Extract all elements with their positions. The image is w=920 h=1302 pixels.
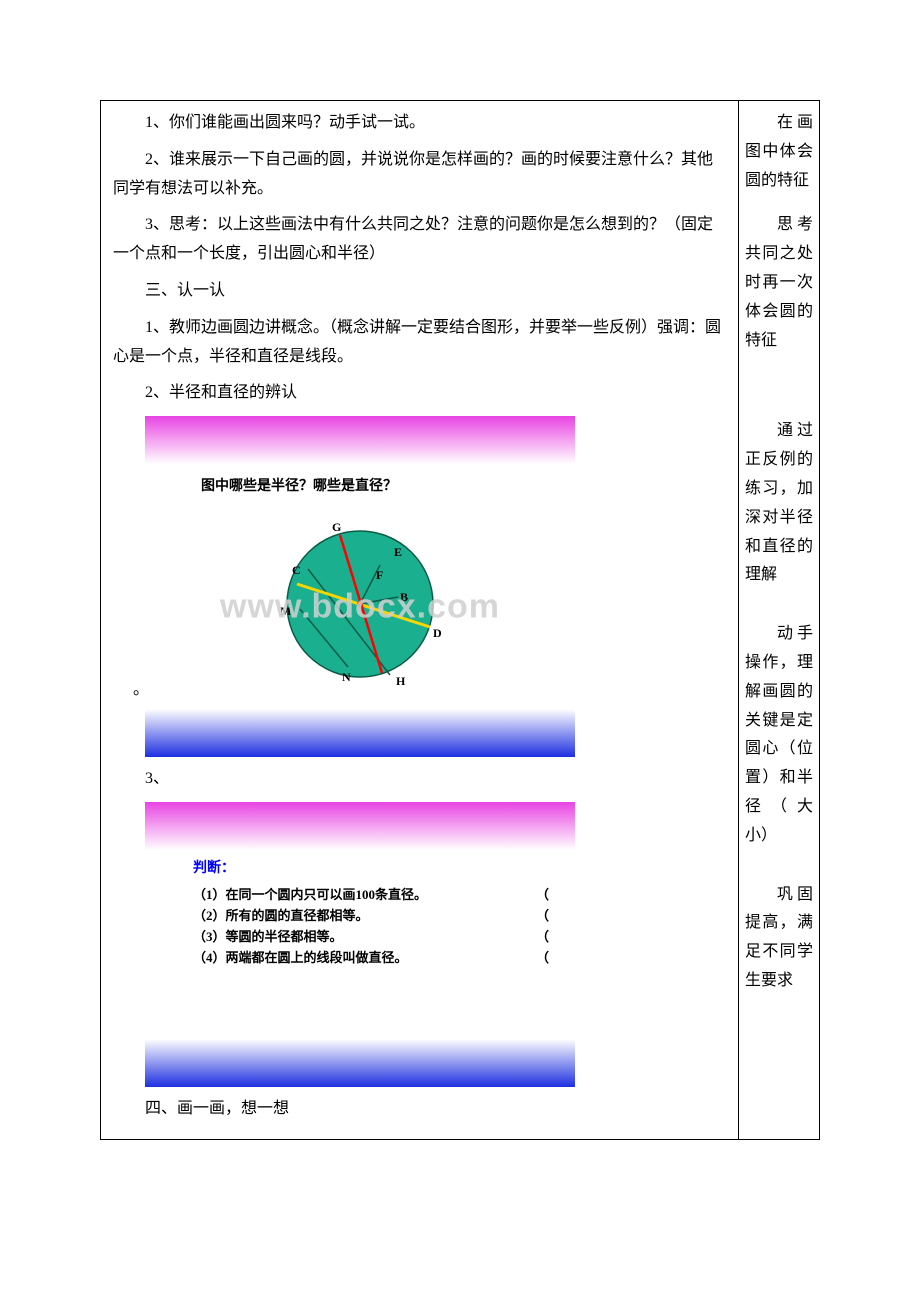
judge-item-text: （4）两端都在圆上的线段叫做直径。 (193, 948, 408, 969)
section-3-title: 三、认一认 (113, 277, 726, 306)
slide-2-bottom-gradient (145, 1039, 575, 1087)
paragraph-2: 2、谁来展示一下自己画的圆，并说说你是怎样画的？画的时候要注意什么？其他同学有想… (113, 146, 726, 204)
slide-2-body: 判断： （1）在同一个圆内只可以画100条直径。（（2）所有的圆的直径都相等。（… (145, 850, 575, 968)
label-N: N (342, 670, 351, 684)
label-C: C (292, 563, 301, 577)
judge-item-text: （2）所有的圆的直径都相等。 (193, 906, 369, 927)
judge-item-mark: （ (536, 906, 549, 927)
paragraph-5: 2、半径和直径的辨认 (113, 379, 726, 408)
slide-1-wrapper: 图中哪些是半径？哪些是直径？ GEFCBMDNH www.bdocx.com 。 (145, 416, 726, 757)
judge-item-mark: （ (536, 927, 549, 948)
slide-2-spacer (145, 969, 575, 1039)
label-M: M (280, 604, 291, 618)
side-note-1: 在画图中体会圆的特征 (745, 109, 813, 195)
slide-1-title: 图中哪些是半径？哪些是直径？ (145, 464, 575, 505)
page-border: 1、你们谁能画出圆来吗？动手试一试。 2、谁来展示一下自己画的圆，并说说你是怎样… (100, 100, 820, 1140)
judge-item-mark: （ (536, 948, 549, 969)
slide-1: 图中哪些是半径？哪些是直径？ GEFCBMDNH www.bdocx.com (145, 416, 575, 757)
judge-item-text: （3）等圆的半径都相等。 (193, 927, 343, 948)
label-E: E (394, 545, 402, 559)
label-G: G (332, 520, 341, 534)
slide-2: 判断： （1）在同一个圆内只可以画100条直径。（（2）所有的圆的直径都相等。（… (145, 802, 575, 1086)
judge-item-text: （1）在同一个圆内只可以画100条直径。 (193, 885, 427, 906)
side-note-4: 动手操作，理解画圆的关键是定圆心（位置）和半径（大小） (745, 620, 813, 850)
slide-1-body: GEFCBMDNH www.bdocx.com (145, 505, 575, 709)
section-4-title: 四、画一画，想一想 (113, 1095, 726, 1124)
slide-1-bottom-gradient (145, 709, 575, 757)
side-note-3: 通过正反例的练习，加深对半径和直径的理解 (745, 417, 813, 590)
main-column: 1、你们谁能画出圆来吗？动手试一试。 2、谁来展示一下自己画的圆，并说说你是怎样… (101, 101, 739, 1139)
label-D: D (433, 626, 442, 640)
judge-item-1: （1）在同一个圆内只可以画100条直径。 （ (169, 885, 575, 906)
side-column: 在画图中体会圆的特征 思考共同之处时再一次体会圆的特征 通过正反例的练习，加深对… (739, 101, 819, 1139)
judge-rows: （1）在同一个圆内只可以画100条直径。（（2）所有的圆的直径都相等。（（3）等… (169, 885, 575, 968)
judge-item-mark: （ (536, 885, 549, 906)
slide-2-top-gradient (145, 802, 575, 850)
label-B: B (400, 590, 408, 604)
side-note-5: 巩固提高，满足不同学生要求 (745, 881, 813, 996)
label-F: F (376, 568, 383, 582)
paragraph-4: 1、教师边画圆边讲概念。（概念讲解一定要结合图形，并要举一些反例）强调：圆心是一… (113, 314, 726, 372)
paragraph-6-number: 3、 (113, 765, 726, 794)
judge-item-3: （3）等圆的半径都相等。 （ (169, 927, 575, 948)
judge-header: 判断： (169, 856, 575, 881)
slide-2-wrapper: 判断： （1）在同一个圆内只可以画100条直径。（（2）所有的圆的直径都相等。（… (145, 802, 726, 1086)
side-note-2: 思考共同之处时再一次体会圆的特征 (745, 211, 813, 355)
circle-diagram: G EF C B M D N H (250, 509, 470, 699)
paragraph-1: 1、你们谁能画出圆来吗？动手试一试。 (113, 109, 726, 138)
judge-item-4: （4）两端都在圆上的线段叫做直径。 （ (169, 948, 575, 969)
label-H: H (396, 674, 406, 688)
center-dot (357, 601, 363, 607)
judge-item-2: （2）所有的圆的直径都相等。 （ (169, 906, 575, 927)
paragraph-3: 3、思考：以上这些画法中有什么共同之处？注意的问题你是怎么想到的？（固定一个点和… (113, 211, 726, 269)
slide-1-top-gradient (145, 416, 575, 464)
floating-period: 。 (133, 676, 149, 705)
